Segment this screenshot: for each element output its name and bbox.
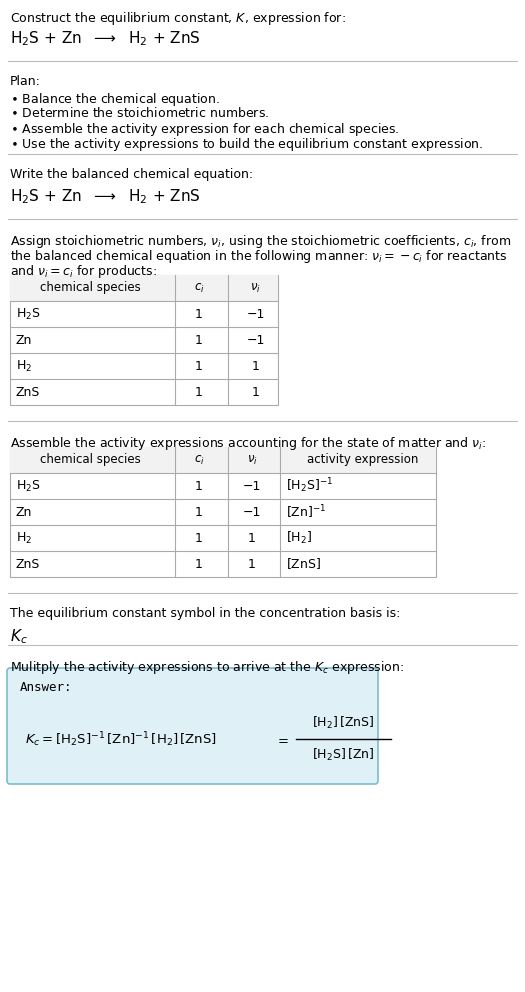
Text: H$_2$S: H$_2$S	[16, 307, 41, 321]
Text: $\bullet$ Balance the chemical equation.: $\bullet$ Balance the chemical equation.	[10, 91, 220, 108]
Text: $[\mathrm{Zn}]^{-1}$: $[\mathrm{Zn}]^{-1}$	[286, 503, 327, 521]
Text: 1: 1	[195, 479, 203, 492]
Text: and $\nu_i = c_i$ for products:: and $\nu_i = c_i$ for products:	[10, 263, 157, 280]
Text: $[\mathrm{H_2S}]\,[\mathrm{Zn}]$: $[\mathrm{H_2S}]\,[\mathrm{Zn}]$	[312, 747, 375, 763]
Text: H$_2$S: H$_2$S	[16, 478, 41, 494]
Text: $K_c = [\mathrm{H_2S}]^{-1}\,[\mathrm{Zn}]^{-1}\,[\mathrm{H_2}]\,[\mathrm{ZnS}]$: $K_c = [\mathrm{H_2S}]^{-1}\,[\mathrm{Zn…	[25, 730, 217, 749]
Text: −1: −1	[243, 506, 261, 519]
Text: $c_i$: $c_i$	[194, 282, 204, 295]
Text: 1: 1	[195, 308, 203, 320]
Text: activity expression: activity expression	[307, 453, 418, 466]
Text: ZnS: ZnS	[16, 558, 40, 570]
Text: 1: 1	[251, 386, 259, 399]
Text: chemical species: chemical species	[39, 453, 140, 466]
Text: H$_2$S + Zn  $\longrightarrow$  H$_2$ + ZnS: H$_2$S + Zn $\longrightarrow$ H$_2$ + Zn…	[10, 187, 201, 205]
Text: −1: −1	[243, 479, 261, 492]
Text: Construct the equilibrium constant, $K$, expression for:: Construct the equilibrium constant, $K$,…	[10, 10, 346, 27]
Text: 1: 1	[195, 359, 203, 373]
Text: $[\mathrm{H_2}]$: $[\mathrm{H_2}]$	[286, 530, 312, 546]
Text: −1: −1	[246, 333, 265, 346]
Text: 1: 1	[248, 532, 256, 545]
Text: the balanced chemical equation in the following manner: $\nu_i = -c_i$ for react: the balanced chemical equation in the fo…	[10, 248, 508, 265]
Text: Assemble the activity expressions accounting for the state of matter and $\nu_i$: Assemble the activity expressions accoun…	[10, 435, 486, 452]
Text: 1: 1	[195, 506, 203, 519]
Text: $[\mathrm{H_2S}]^{-1}$: $[\mathrm{H_2S}]^{-1}$	[286, 476, 333, 495]
Text: Plan:: Plan:	[10, 75, 41, 88]
Text: $\bullet$ Assemble the activity expression for each chemical species.: $\bullet$ Assemble the activity expressi…	[10, 121, 400, 138]
Text: H$_2$: H$_2$	[16, 531, 32, 546]
Text: 1: 1	[195, 386, 203, 399]
Bar	[10, 447, 436, 473]
Text: $K_c$: $K_c$	[10, 627, 28, 646]
Text: $=$: $=$	[275, 733, 289, 746]
Text: chemical species: chemical species	[39, 282, 140, 295]
Text: $[\mathrm{H_2}]\,[\mathrm{ZnS}]$: $[\mathrm{H_2}]\,[\mathrm{ZnS}]$	[312, 715, 375, 731]
Text: Write the balanced chemical equation:: Write the balanced chemical equation:	[10, 168, 253, 181]
Text: $\nu_i$: $\nu_i$	[247, 453, 257, 466]
Text: ZnS: ZnS	[16, 386, 40, 399]
Bar	[10, 447, 436, 577]
Text: −1: −1	[246, 308, 265, 320]
Text: 1: 1	[251, 359, 259, 373]
Text: The equilibrium constant symbol in the concentration basis is:: The equilibrium constant symbol in the c…	[10, 607, 401, 620]
Text: 1: 1	[195, 333, 203, 346]
Text: H$_2$S + Zn  $\longrightarrow$  H$_2$ + ZnS: H$_2$S + Zn $\longrightarrow$ H$_2$ + Zn…	[10, 29, 201, 48]
Text: H$_2$: H$_2$	[16, 358, 32, 374]
Text: Zn: Zn	[16, 506, 33, 519]
Text: 1: 1	[195, 558, 203, 570]
Text: Assign stoichiometric numbers, $\nu_i$, using the stoichiometric coefficients, $: Assign stoichiometric numbers, $\nu_i$, …	[10, 233, 511, 250]
Text: Zn: Zn	[16, 333, 33, 346]
FancyBboxPatch shape	[7, 668, 378, 784]
Text: 1: 1	[195, 532, 203, 545]
Text: $\bullet$ Use the activity expressions to build the equilibrium constant express: $\bullet$ Use the activity expressions t…	[10, 136, 483, 153]
Text: $\nu_i$: $\nu_i$	[250, 282, 261, 295]
Text: 1: 1	[248, 558, 256, 570]
Text: $\bullet$ Determine the stoichiometric numbers.: $\bullet$ Determine the stoichiometric n…	[10, 106, 269, 120]
Bar	[10, 275, 278, 301]
Text: $[\mathrm{ZnS}]$: $[\mathrm{ZnS}]$	[286, 557, 321, 571]
Text: $c_i$: $c_i$	[194, 453, 204, 466]
Text: Mulitply the activity expressions to arrive at the $K_c$ expression:: Mulitply the activity expressions to arr…	[10, 659, 404, 676]
Bar	[10, 275, 278, 405]
Text: Answer:: Answer:	[20, 681, 72, 694]
